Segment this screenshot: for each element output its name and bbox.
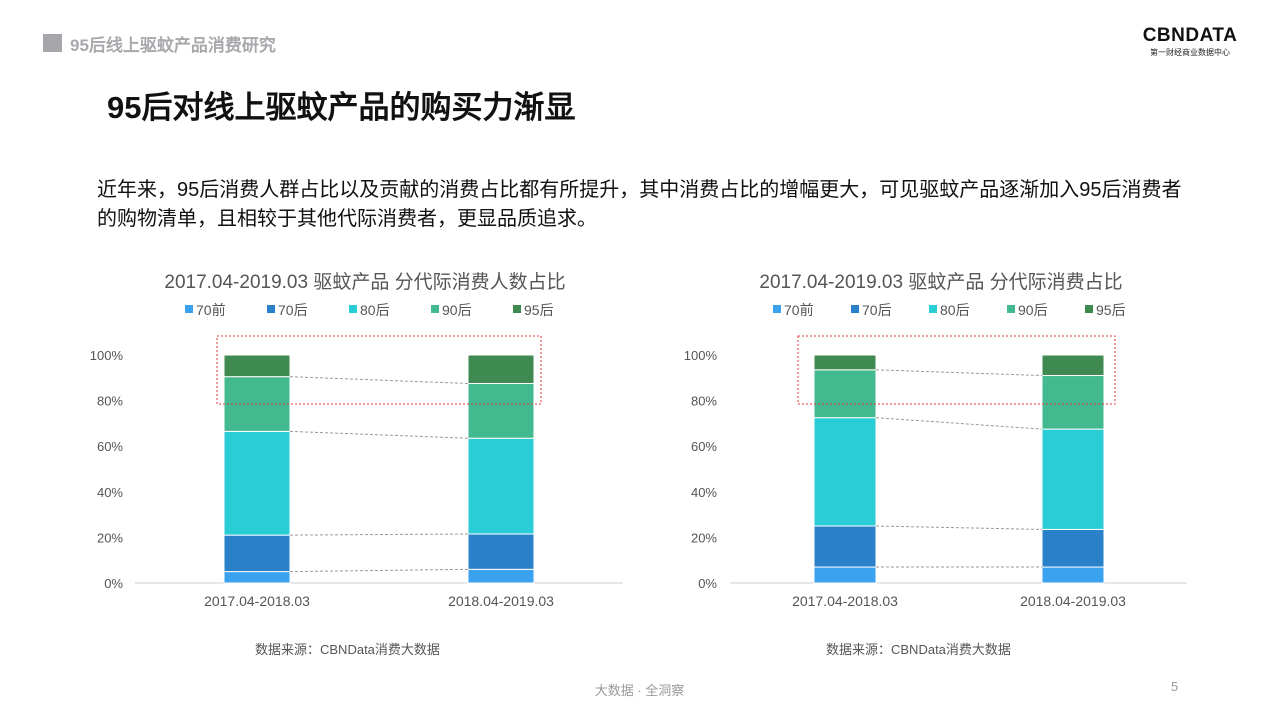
bar-segment-70后 [813,525,877,568]
bar-segment-90后 [467,383,535,439]
y-tick-label: 20% [97,530,123,545]
legend-label: 80后 [940,302,970,318]
series-connector-line [875,369,1043,377]
chart-consumer-share: 2017.04-2019.03 驱蚊产品 分代际消费人数占比 70前 70后 80后 9… [85,262,645,612]
legend-label: 95后 [1096,302,1126,318]
legend-label: 70前 [784,302,814,318]
bar-segment-70后 [1041,528,1105,568]
series-connector-line [289,430,469,439]
legend-swatch [431,305,439,313]
bar-segment-90后 [813,369,877,419]
y-tick-label: 80% [691,394,717,409]
logo-wordmark: CBNDATA [1142,25,1238,46]
bar-segment-95后 [223,354,291,378]
bar-segment-70前 [1041,566,1105,584]
legend-label: 80后 [360,302,390,318]
y-tick-label: 0% [698,576,717,591]
page-number: 5 [1171,679,1179,694]
y-tick-label: 40% [691,485,717,500]
x-tick-label: 2017.04-2018.03 [204,593,310,609]
y-tick-label: 60% [691,439,717,454]
source-note-left: 数据来源：CBNData消费大数据 [255,642,440,657]
legend-swatch [929,305,937,313]
slide-title: 95后对线上驱蚊产品的购买力渐显 [107,90,576,125]
bar-segment-70前 [223,571,291,584]
chart-title: 2017.04-2019.03 驱蚊产品 分代际消费占比 [759,271,1122,293]
bar-segment-70前 [467,568,535,584]
legend-label: 70前 [196,302,226,318]
stacked-bar-chart-svg: 2017.04-2019.03 驱蚊产品 分代际消费占比 70前 70后 80后 90后… [684,271,1187,609]
legend-swatch [1085,305,1093,313]
x-tick-label: 2017.04-2018.03 [792,593,898,609]
bar-segment-80后 [223,430,291,536]
bar-segment-95后 [467,354,535,384]
source-note-right: 数据来源：CBNData消费大数据 [826,642,1011,657]
y-tick-label: 100% [90,348,124,363]
logo-tagline: 第一财经商业数据中心 [1150,48,1230,57]
legend-swatch [267,305,275,313]
legend-swatch [185,305,193,313]
stacked-bar-chart-svg: 2017.04-2019.03 驱蚊产品 分代际消费人数占比 70前 70后 80后 9… [90,271,623,609]
series-connector-line [875,525,1043,530]
footer-slogan: 大数据 · 全洞察 [594,683,685,698]
header-accent-block [43,34,62,52]
legend-label: 70后 [278,302,308,318]
x-tick-label: 2018.04-2019.03 [1020,593,1126,609]
legend-label: 90后 [442,302,472,318]
bar-segment-90后 [1041,375,1105,430]
chart-spending-share: 2017.04-2019.03 驱蚊产品 分代际消费占比 70前 70后 80后 90后… [675,262,1235,612]
y-tick-label: 80% [97,394,123,409]
bar-segment-80后 [1041,428,1105,530]
legend-swatch [513,305,521,313]
legend-swatch [851,305,859,313]
highlight-box [216,335,542,405]
legend-label: 70后 [862,302,892,318]
cbndata-logo: CBNDATA 第一财经商业数据中心 [1140,26,1240,58]
bar-segment-95后 [1041,354,1105,377]
series-connector-line [289,533,469,536]
bar-segment-95后 [813,354,877,371]
legend-label: 95后 [524,302,554,318]
bar-segment-70后 [223,534,291,573]
chart-title: 2017.04-2019.03 驱蚊产品 分代际消费人数占比 [164,271,565,293]
x-tick-label: 2018.04-2019.03 [448,593,554,609]
report-header-title: 95后线上驱蚊产品消费研究 [70,36,276,55]
y-tick-label: 60% [97,439,123,454]
series-connector-line [289,568,469,573]
intro-paragraph: 近年来，95后消费人群占比以及贡献的消费占比都有所提升，其中消费占比的增幅更大，… [97,179,1182,230]
legend-swatch [1007,305,1015,313]
bar-segment-80后 [467,437,535,535]
series-connector-line [289,376,469,384]
legend-label: 90后 [1018,302,1048,318]
legend-swatch [349,305,357,313]
series-connector-line [875,417,1043,430]
bar-segment-70前 [813,566,877,584]
y-tick-label: 100% [684,348,718,363]
bar-segment-70后 [467,533,535,570]
legend-swatch [773,305,781,313]
y-tick-label: 40% [97,485,123,500]
bar-segment-80后 [813,417,877,527]
highlight-box [797,335,1116,405]
y-tick-label: 0% [104,576,123,591]
y-tick-label: 20% [691,530,717,545]
